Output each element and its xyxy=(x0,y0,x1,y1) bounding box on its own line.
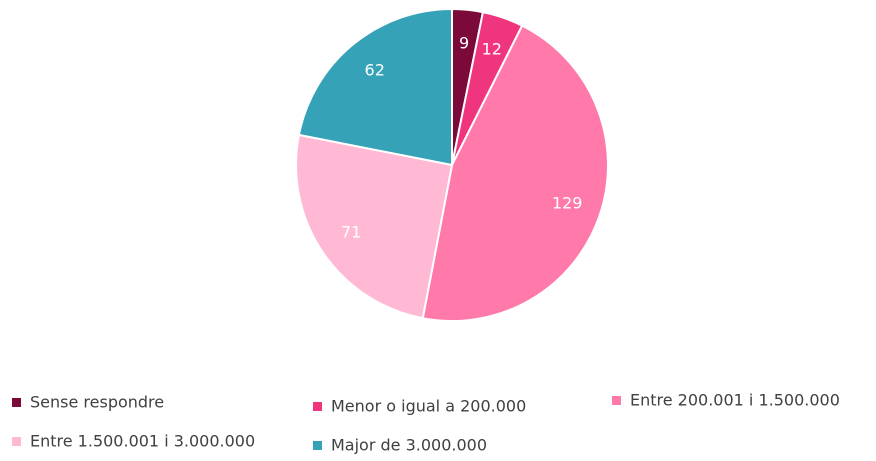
data-label: 62 xyxy=(365,61,385,80)
legend-swatch xyxy=(612,396,621,405)
legend-label: Major de 3.000.000 xyxy=(331,436,487,455)
data-label: 71 xyxy=(341,223,361,242)
legend-label: Menor o igual a 200.000 xyxy=(331,397,526,416)
legend-swatch xyxy=(313,441,322,450)
pie-slice xyxy=(295,133,454,320)
data-label: 129 xyxy=(552,194,583,213)
pie-slice xyxy=(297,7,453,167)
legend-swatch xyxy=(12,398,21,407)
legend-label: Sense respondre xyxy=(30,393,164,412)
legend-label: Entre 200.001 i 1.500.000 xyxy=(630,391,840,410)
data-label: 12 xyxy=(482,40,502,59)
legend-swatch xyxy=(12,437,21,446)
legend-label: Entre 1.500.001 i 3.000.000 xyxy=(30,432,255,451)
pie-slice xyxy=(421,24,609,322)
legend-swatch xyxy=(313,402,322,411)
data-label: 9 xyxy=(459,33,469,52)
